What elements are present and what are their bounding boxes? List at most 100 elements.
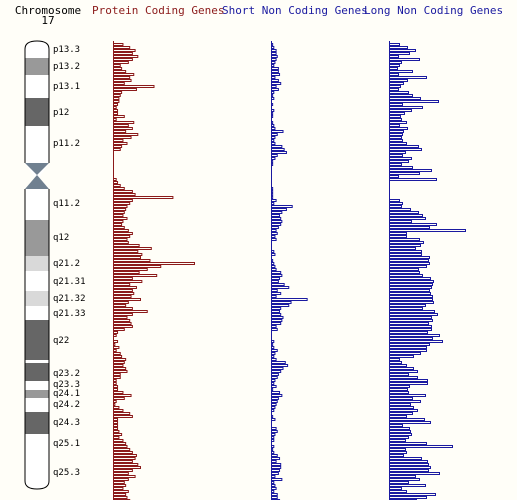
short-noncoding-bar xyxy=(271,235,276,238)
short-noncoding-bar xyxy=(271,358,277,361)
protein-coding-bar xyxy=(113,211,125,214)
protein-coding-bar xyxy=(113,325,133,328)
protein-coding-bar xyxy=(113,142,128,145)
protein-coding-bar xyxy=(113,319,131,322)
long-noncoding-bar xyxy=(389,295,433,298)
band-q21-2 xyxy=(25,256,49,271)
short-noncoding-bar xyxy=(271,259,274,262)
short-noncoding-bar xyxy=(271,160,274,163)
short-noncoding-bar xyxy=(271,454,278,457)
protein-coding-bar xyxy=(113,64,121,67)
long-noncoding-bar xyxy=(389,124,400,127)
band-label: q23.3 xyxy=(53,380,80,390)
protein-coding-bar xyxy=(113,412,131,415)
short-noncoding-bar xyxy=(271,121,274,124)
protein-coding-bar xyxy=(113,250,139,253)
band-label: q12 xyxy=(53,233,69,243)
long-noncoding-bar xyxy=(389,487,402,490)
short-noncoding-bar xyxy=(271,67,279,70)
protein-coding-bar xyxy=(113,205,128,208)
short-noncoding-bar xyxy=(271,253,276,256)
protein-coding-bar xyxy=(113,472,129,475)
long-noncoding-bar xyxy=(389,238,420,241)
short-noncoding-bar xyxy=(271,433,276,436)
long-noncoding-bar xyxy=(389,265,427,268)
short-noncoding-bar xyxy=(271,154,278,157)
short-noncoding-bar xyxy=(271,268,277,271)
short-noncoding-bar xyxy=(271,481,275,484)
long-noncoding-bar xyxy=(389,442,427,445)
long-noncoding-bar xyxy=(389,202,403,205)
long-noncoding-bar xyxy=(389,280,434,283)
protein-coding-bar xyxy=(113,418,119,421)
long-noncoding-bar xyxy=(389,298,433,301)
protein-coding-bar xyxy=(113,109,119,112)
long-noncoding-bar xyxy=(389,433,412,436)
short-noncoding-bar xyxy=(271,61,276,64)
band-q23-2 xyxy=(25,363,49,381)
long-noncoding-bar xyxy=(389,343,430,346)
long-noncoding-bar xyxy=(389,478,420,481)
long-noncoding-bar xyxy=(389,115,401,118)
protein-coding-bar xyxy=(113,43,124,46)
short-noncoding-bar xyxy=(271,262,275,265)
short-noncoding-bar xyxy=(271,355,275,358)
long-noncoding-bar xyxy=(389,169,432,172)
long-noncoding-bar xyxy=(389,445,453,448)
long-noncoding-bar xyxy=(389,220,412,223)
protein-coding-bar xyxy=(113,427,119,430)
protein-coding-bar xyxy=(113,91,123,94)
short-noncoding-bar xyxy=(271,151,287,154)
long-noncoding-bar xyxy=(389,253,422,256)
short-noncoding-bar xyxy=(271,271,282,274)
long-noncoding-bar xyxy=(389,82,404,85)
protein-coding-bar xyxy=(113,355,123,358)
band-p12 xyxy=(25,98,49,126)
short-noncoding-bar xyxy=(271,208,287,211)
protein-coding-bar xyxy=(113,274,158,277)
band-label: q24.3 xyxy=(53,418,80,428)
long-noncoding-bar xyxy=(389,325,432,328)
short-noncoding-bar xyxy=(271,364,289,367)
protein-coding-bar xyxy=(113,88,137,91)
short-noncoding-bar xyxy=(271,490,275,493)
short-noncoding-bar xyxy=(271,55,278,58)
long-noncoding-bar xyxy=(389,358,400,361)
protein-coding-bar xyxy=(113,283,131,286)
long-noncoding-bar xyxy=(389,133,403,136)
protein-coding-bar xyxy=(113,178,117,181)
long-noncoding-bar xyxy=(389,76,427,79)
short-noncoding-bar xyxy=(271,475,276,478)
long-noncoding-bar xyxy=(389,148,422,151)
protein-coding-bar xyxy=(113,379,117,382)
long-noncoding-bar xyxy=(389,247,416,250)
protein-coding-bar xyxy=(113,328,125,331)
long-noncoding-bar xyxy=(389,232,407,235)
protein-coding-bar xyxy=(113,481,125,484)
short-noncoding-bar xyxy=(271,43,274,46)
long-noncoding-bar xyxy=(389,400,421,403)
protein-coding-bars xyxy=(113,41,195,500)
protein-coding-bar xyxy=(113,82,125,85)
protein-coding-bar xyxy=(113,115,125,118)
short-noncoding-bar xyxy=(271,388,274,391)
protein-coding-bar xyxy=(113,397,125,400)
band-q24-1 xyxy=(25,390,49,398)
protein-coding-bar xyxy=(113,295,132,298)
band-label: p13.3 xyxy=(53,45,80,55)
short-noncoding-bar xyxy=(271,274,283,277)
protein-coding-bar xyxy=(113,316,128,319)
protein-coding-bar xyxy=(113,79,132,82)
short-noncoding-bar xyxy=(271,394,283,397)
protein-coding-bar xyxy=(113,244,140,247)
long-noncoding-bar xyxy=(389,217,426,220)
short-noncoding-bar xyxy=(271,145,283,148)
short-noncoding-bar xyxy=(271,466,282,469)
protein-coding-bar xyxy=(113,259,151,262)
long-noncoding-bar xyxy=(389,313,438,316)
short-noncoding-bar xyxy=(271,289,278,292)
protein-coding-bar xyxy=(113,487,124,490)
short-noncoding-bar xyxy=(271,313,282,316)
short-noncoding-bar xyxy=(271,79,279,82)
long-noncoding-bar xyxy=(389,214,423,217)
